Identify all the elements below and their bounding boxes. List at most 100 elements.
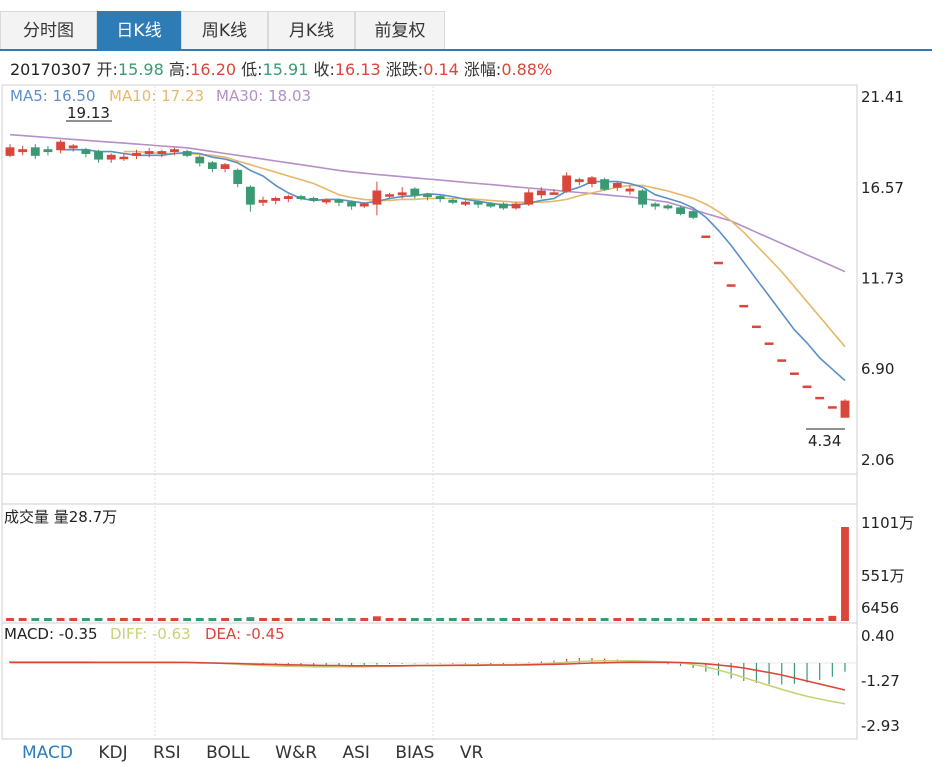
candle <box>30 144 40 160</box>
candle <box>18 145 28 156</box>
indicator-tab-wr[interactable]: W&R <box>275 743 318 763</box>
candle-body <box>220 164 230 169</box>
volume-bar <box>271 618 280 621</box>
ma30-line <box>9 133 846 273</box>
candle-body <box>271 197 281 201</box>
candle <box>372 181 382 216</box>
candle-body <box>372 190 382 205</box>
open-value: 15.98 <box>117 60 164 79</box>
volume-bar <box>714 618 723 621</box>
volume-bar <box>221 618 229 621</box>
candle-body <box>208 162 217 169</box>
macd-tick-label: -1.27 <box>861 672 900 690</box>
indicator-tabs: MACD KDJ RSI BOLL W&R ASI BIAS VR <box>22 743 503 763</box>
candle <box>435 194 445 203</box>
pct-change-label: 涨幅: <box>463 60 502 79</box>
candle-body <box>182 151 192 156</box>
candle <box>638 189 647 208</box>
volume-tick-label: 6456 <box>861 599 899 617</box>
candle <box>536 187 546 199</box>
volume-bar <box>208 618 217 621</box>
volume-axis: 1101万 551万 6456 <box>861 514 914 617</box>
ma30-legend: MA30: 18.03 <box>216 87 311 105</box>
low-value: 15.91 <box>262 60 309 79</box>
candle-body <box>448 199 458 203</box>
candle <box>43 145 53 156</box>
candle-body <box>815 396 825 400</box>
price-tick-label: 16.57 <box>861 179 904 197</box>
macd-tick-label: -2.93 <box>861 717 900 735</box>
indicator-tab-kdj[interactable]: KDJ <box>98 743 128 763</box>
candle <box>106 153 116 163</box>
change-value: 0.14 <box>423 60 459 79</box>
volume-bar <box>600 618 609 621</box>
candle <box>726 284 736 287</box>
candle <box>132 149 141 160</box>
candle-body <box>43 149 53 153</box>
candle-body <box>321 199 331 203</box>
high-label: 高: <box>168 60 191 79</box>
candle <box>170 147 179 156</box>
candle-body <box>777 359 787 362</box>
dea-series <box>10 661 846 691</box>
volume-bar <box>347 618 356 621</box>
indicator-tab-vr[interactable]: VR <box>459 743 484 763</box>
volume-bar <box>423 618 432 621</box>
candle <box>68 144 78 152</box>
change-label: 涨跌: <box>385 60 424 79</box>
candle <box>562 172 572 193</box>
kline-chart[interactable]: MA5: 16.50 MA10: 17.23 MA30: 18.03 21.41… <box>0 82 947 742</box>
candle <box>802 385 812 389</box>
price-tick-label: 6.90 <box>861 360 894 378</box>
volume-bar <box>828 615 837 621</box>
volume-bar <box>157 618 166 621</box>
volume-bar <box>335 618 343 621</box>
candle-body <box>195 156 205 164</box>
candle-body <box>68 145 78 149</box>
ma10-legend: MA10: 17.23 <box>109 87 204 105</box>
volume-bar <box>626 618 634 621</box>
volume-bar <box>752 618 761 621</box>
indicator-tab-macd[interactable]: MACD <box>22 743 73 763</box>
indicator-tab-asi[interactable]: ASI <box>342 743 370 763</box>
indicator-tab-bias[interactable]: BIAS <box>395 743 435 763</box>
candle-body <box>625 188 635 192</box>
volume-bar <box>119 618 128 621</box>
candle-body <box>549 192 559 195</box>
candle-body <box>587 177 597 184</box>
candle <box>220 162 230 173</box>
tab-daily-k[interactable]: 日K线 <box>97 11 181 49</box>
candle-body <box>663 205 673 209</box>
candle <box>549 189 559 195</box>
volume-bar <box>588 618 596 621</box>
ma10-line <box>123 150 846 348</box>
candle <box>271 196 281 205</box>
candle <box>600 177 610 191</box>
volume-bar <box>81 618 90 621</box>
candle-body <box>739 304 749 308</box>
candlestick-series <box>5 139 850 418</box>
tab-timeshare[interactable]: 分时图 <box>0 11 97 49</box>
indicator-tab-rsi[interactable]: RSI <box>153 743 181 763</box>
tab-weekly-k[interactable]: 周K线 <box>181 11 268 49</box>
volume-bar <box>777 618 786 621</box>
indicator-tab-boll[interactable]: BOLL <box>206 743 250 763</box>
volume-bar <box>145 618 154 621</box>
candle-body <box>30 147 40 156</box>
chart-area[interactable]: MA5: 16.50 MA10: 17.23 MA30: 18.03 21.41… <box>0 82 947 742</box>
open-label: 开: <box>96 60 118 79</box>
candle-body <box>347 201 357 207</box>
candle-body <box>726 284 736 287</box>
candle-body <box>676 207 685 214</box>
candle-body <box>840 400 850 418</box>
candle-body <box>524 192 534 205</box>
tab-monthly-k[interactable]: 月K线 <box>268 11 355 49</box>
candle <box>144 147 154 158</box>
candle-body <box>233 169 243 184</box>
candle <box>195 155 205 167</box>
close-value: 16.13 <box>334 60 381 79</box>
tab-forward-adjusted[interactable]: 前复权 <box>355 11 445 49</box>
volume-tick-label: 551万 <box>861 567 905 585</box>
volume-bar <box>537 618 546 621</box>
volume-bar <box>372 616 381 621</box>
